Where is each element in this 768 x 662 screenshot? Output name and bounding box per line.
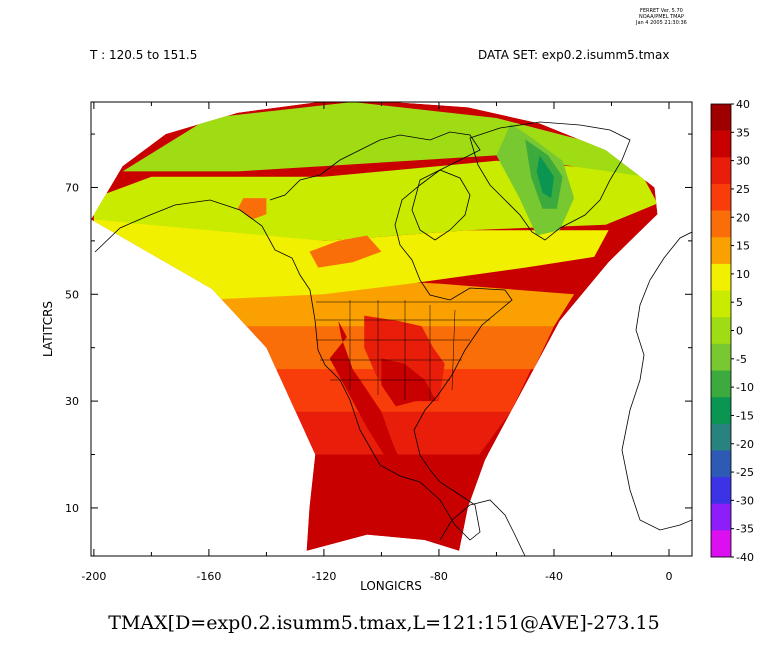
temperature-band-11: [237, 198, 267, 220]
colorbar-tick-label: 20: [736, 211, 750, 224]
colorbar-swatch: [711, 477, 731, 505]
stamp-date: Jan 4 2005 21:30:36: [636, 20, 687, 26]
x-tick-label: 0: [665, 570, 672, 583]
colorbar-tick-label: -15: [736, 409, 754, 422]
colorbar-tick-label: 10: [736, 268, 750, 281]
colorbar-tick-label: -20: [736, 438, 754, 451]
colorbar-swatch: [711, 423, 731, 451]
x-tick-label: -200: [81, 570, 106, 583]
colorbar-swatch: [711, 183, 731, 211]
colorbar-swatch: [711, 530, 731, 558]
y-axis-label: LATITCRS: [41, 301, 55, 357]
coastline-baffin: [411, 169, 471, 241]
colorbar-tick-label: 5: [736, 296, 743, 309]
plot-time-range-label: T : 120.5 to 151.5: [90, 48, 198, 62]
colorbar-swatch: [711, 397, 731, 425]
coastline-africa: [621, 231, 692, 531]
coastline-north-america: [94, 131, 513, 541]
colorbar-swatch: [711, 290, 731, 318]
map-domain: [91, 102, 658, 551]
colorbar-swatch: [711, 317, 731, 345]
colorbar-tick-label: 0: [736, 325, 743, 338]
colorbar-tick-label: -10: [736, 381, 754, 394]
colorbar-swatch: [711, 343, 731, 371]
coastline-greenland: [469, 121, 631, 241]
temperature-band-7: [122, 102, 647, 177]
us-state-grid: [316, 300, 510, 400]
x-tick-label: -160: [196, 570, 221, 583]
colorbar-swatch: [711, 503, 731, 531]
colorbar-swatch: [711, 263, 731, 291]
temperature-band-10: [536, 155, 554, 199]
figure-caption: TMAX[D=exp0.2.isumm5.tmax,L=121:151@AVE]…: [108, 612, 660, 634]
software-stamp: FERRET Ver. 5.70 NOAA/PMEL TMAP Jan 4 20…: [636, 8, 687, 26]
temperature-band-12: [309, 235, 382, 268]
x-tick-label: -80: [430, 570, 448, 583]
y-tick-label: 30: [65, 395, 79, 408]
colorbar: 40 35 30 25 20 15 10 5 0 -5 -10 -15 -20 -25 -30 -35 -40: [710, 98, 754, 564]
colorbar-tick-label: -25: [736, 466, 754, 479]
plot-frame: [90, 101, 693, 557]
colorbar-tick-label: -5: [736, 353, 747, 366]
colorbar-tick-label: -30: [736, 494, 754, 507]
x-tick-label: -40: [545, 570, 563, 583]
colorbar-tick-label: 30: [736, 155, 750, 168]
colorbar-swatch: [711, 237, 731, 265]
colorbar-tick-label: 25: [736, 183, 750, 196]
coastline-overlay: [94, 121, 692, 556]
y-tick-label: 10: [65, 502, 79, 515]
dataset-label: DATA SET: exp0.2.isumm5.tmax: [478, 48, 670, 62]
colorbar-tick-label: -35: [736, 523, 754, 536]
colorbar-swatch: [711, 104, 731, 131]
x-tick-label: -120: [311, 570, 336, 583]
coastline-south-america: [439, 499, 526, 556]
temperature-band-15: [381, 358, 437, 407]
y-tick-label: 70: [65, 181, 79, 194]
colorbar-swatch: [711, 450, 731, 478]
colorbar-tick-label: -40: [736, 551, 754, 564]
colorbar-tick-label: 15: [736, 240, 750, 253]
temperature-band-13: [329, 321, 405, 471]
stamp-version: FERRET Ver. 5.70: [640, 8, 683, 14]
stamp-org: NOAA/PMEL TMAP: [638, 14, 684, 20]
colorbar-swatch: [711, 157, 731, 185]
y-tick-label: 50: [65, 288, 79, 301]
x-axis-label: LONGICRS: [360, 579, 422, 593]
colorbar-tick-label: 40: [736, 98, 750, 111]
colorbar-swatch: [711, 370, 731, 398]
colorbar-swatch: [711, 130, 731, 158]
colorbar-swatch: [711, 210, 731, 238]
colorbar-tick-label: 35: [736, 126, 750, 139]
